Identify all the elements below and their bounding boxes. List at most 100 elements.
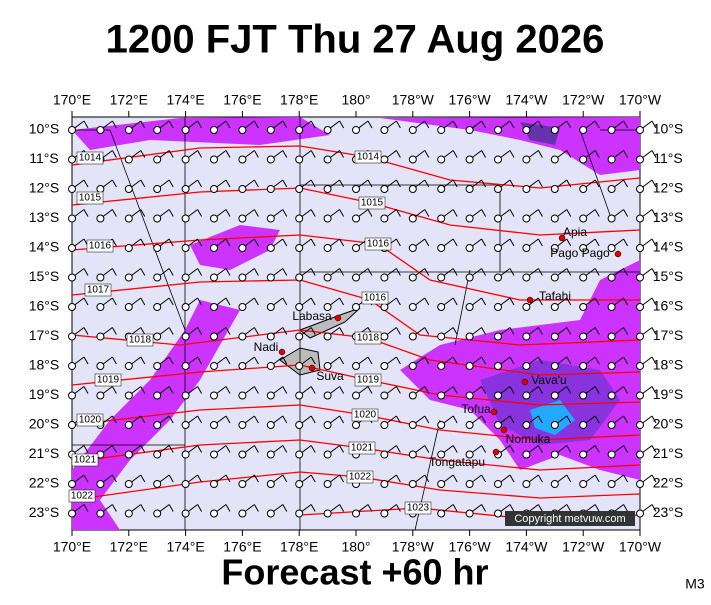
barb-feather <box>282 356 288 365</box>
barb-station <box>437 303 446 311</box>
barb-station <box>238 155 247 164</box>
barb-feather <box>452 120 458 129</box>
place-label: Nadi <box>254 340 279 354</box>
barb-feather <box>253 150 259 158</box>
barb-feather <box>310 297 316 306</box>
barb-feather <box>481 415 487 424</box>
barb-station <box>465 421 474 429</box>
barb-station <box>238 244 247 252</box>
barb-feather <box>197 474 203 483</box>
barb-feather <box>168 445 174 453</box>
barb-station <box>210 244 218 252</box>
barb-feather <box>424 238 430 247</box>
barb-feather <box>623 209 629 217</box>
barb-station <box>266 332 275 341</box>
barb-station <box>295 421 304 429</box>
barb-station <box>238 509 247 518</box>
place-label: Tofua <box>461 402 491 416</box>
barb-station <box>210 480 218 488</box>
barb-station <box>68 332 76 341</box>
lat-label: 20°S <box>653 416 684 432</box>
barb-feather <box>367 179 373 188</box>
barb-station <box>238 391 247 400</box>
barb-station <box>266 450 275 459</box>
barb-feather <box>566 120 572 129</box>
place-dot <box>334 314 342 322</box>
barb-feather <box>452 415 458 424</box>
barb-feather <box>339 150 345 158</box>
isobar-label: 1015 <box>79 193 102 204</box>
barb-station <box>522 244 531 252</box>
barb-feather <box>509 445 515 453</box>
barb-station <box>68 273 76 282</box>
barb-station <box>153 362 162 370</box>
barb-feather <box>168 504 174 512</box>
lat-label: 23°S <box>653 504 684 520</box>
barb-station <box>607 214 616 223</box>
title: 1200 FJT Thu 27 Aug 2026 <box>106 18 605 62</box>
barb-station <box>238 480 247 488</box>
barb-station <box>636 509 644 518</box>
barb-station <box>68 155 76 164</box>
barb-station <box>636 185 644 193</box>
barb-station <box>153 303 162 311</box>
barb-station <box>68 480 76 488</box>
isobar-label-box <box>68 489 96 503</box>
barb-station <box>238 185 247 193</box>
barb-feather <box>452 327 458 335</box>
barb-station <box>579 185 588 193</box>
barb-feather <box>282 268 288 276</box>
barb-station <box>408 362 417 370</box>
barb-feather <box>395 268 401 276</box>
barb-feather <box>509 238 515 247</box>
barb-feather <box>424 474 430 483</box>
barb-feather <box>140 386 146 394</box>
barb-station <box>153 244 162 252</box>
barb-station <box>266 273 275 282</box>
barb-feather <box>83 179 89 188</box>
barb-feather <box>282 386 288 394</box>
barb-feather <box>623 474 629 483</box>
barb-feather <box>253 386 259 394</box>
barb-feather <box>651 504 657 512</box>
barb-feather <box>197 504 203 512</box>
barb-feather <box>310 504 316 512</box>
barb-station <box>550 332 559 341</box>
barb-feather <box>339 297 345 306</box>
barb-station <box>408 214 417 223</box>
barb-feather <box>168 474 174 483</box>
isobar-label-box <box>351 408 379 422</box>
lon-label: 180° <box>342 539 371 555</box>
barb-station <box>522 332 531 341</box>
barb-feather <box>566 297 572 306</box>
barb-feather <box>623 386 629 394</box>
barb-station <box>579 303 588 311</box>
isobar-label: 1016 <box>364 293 387 304</box>
barb-feather <box>168 150 174 158</box>
place-label: Nomuka <box>506 432 551 446</box>
barb-station <box>522 480 531 488</box>
barb-feather <box>111 268 117 276</box>
barb-feather <box>395 238 401 247</box>
isobar-label: 1022 <box>71 491 94 502</box>
barb-feather <box>83 327 89 335</box>
barb-feather <box>537 209 543 217</box>
barb-station <box>522 362 531 370</box>
barb-station <box>636 480 644 488</box>
isobar-label: 1018 <box>357 333 380 344</box>
isobar-label: 1021 <box>351 443 374 454</box>
lat-label: 15°S <box>29 268 60 284</box>
barb-station <box>437 362 446 370</box>
barb-feather <box>395 179 401 188</box>
barb-feather <box>197 150 203 158</box>
barb-feather <box>225 150 231 158</box>
barb-feather <box>253 268 259 276</box>
isobar-label: 1018 <box>129 335 152 346</box>
barb-feather <box>424 445 430 453</box>
barb-station <box>124 421 133 429</box>
barb-feather <box>282 445 288 453</box>
barb-feather <box>566 445 572 453</box>
barb-station <box>494 126 502 134</box>
lon-label: 170°E <box>53 539 91 555</box>
lat-label: 13°S <box>653 209 684 225</box>
